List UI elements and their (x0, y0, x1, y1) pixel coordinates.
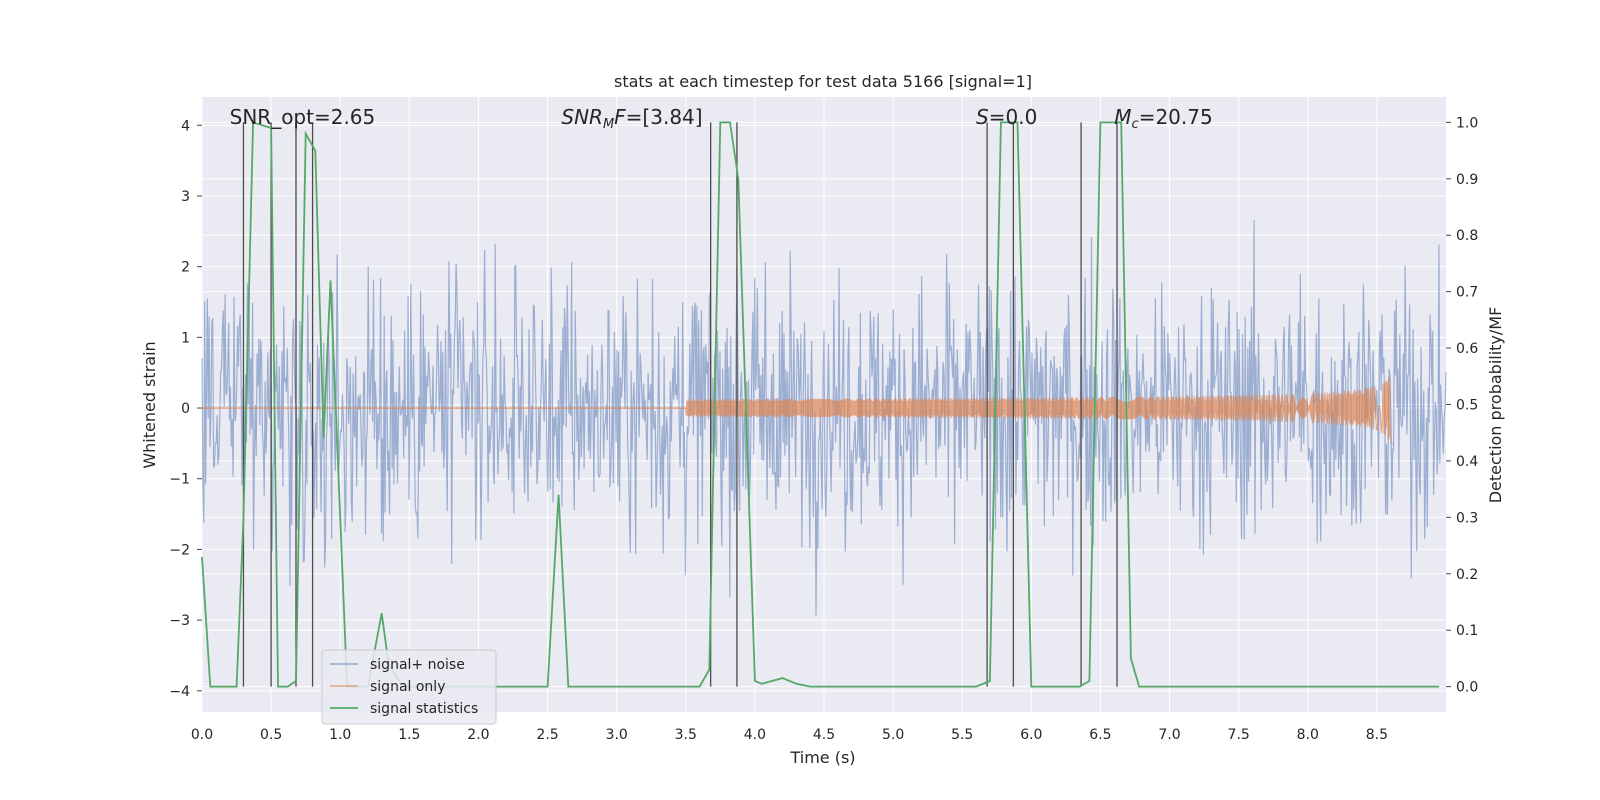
x-tick-label: 1.0 (329, 727, 351, 743)
x-tick-label: 1.5 (398, 727, 420, 743)
annotation-s: S=0.0 (976, 105, 1037, 129)
signal-only-series (202, 376, 1394, 444)
y-left-tick-label: −2 (169, 542, 190, 558)
y-axis-left-ticks: −4 −3 −2 −1 0 1 2 3 4 (169, 118, 202, 700)
annotation-snr-opt: SNR_opt=2.65 (230, 105, 376, 129)
x-tick-label: 7.0 (1158, 727, 1180, 743)
x-tick-label: 2.5 (536, 727, 558, 743)
x-tick-label: 7.5 (1228, 727, 1250, 743)
y-right-tick-label: 0.4 (1456, 454, 1478, 470)
y-left-tick-label: 2 (181, 260, 190, 276)
y-right-tick-label: 0.1 (1456, 623, 1478, 639)
x-tick-label: 4.5 (813, 727, 835, 743)
x-axis-label: Time (s) (789, 748, 855, 767)
y-right-tick-label: 1.0 (1456, 115, 1478, 131)
x-tick-label: 5.5 (951, 727, 973, 743)
signal-statistics-line (201, 121, 1440, 688)
x-tick-label: 8.0 (1297, 727, 1319, 743)
x-tick-label: 3.5 (675, 727, 697, 743)
signal-only-line (685, 376, 1394, 444)
y-right-tick-label: 0.9 (1456, 172, 1478, 188)
y-axis-right-ticks: 0.0 0.1 0.2 0.3 0.4 0.5 0.6 0.7 0.8 0.9 1.0 (1446, 115, 1478, 696)
vertical-markers (242, 122, 1118, 687)
legend-label-signal-only: signal only (370, 679, 445, 695)
x-tick-label: 8.5 (1366, 727, 1388, 743)
signal-noise-line (201, 220, 1447, 616)
y-left-tick-label: 4 (181, 118, 190, 134)
y-left-tick-label: −1 (169, 472, 190, 488)
x-tick-label: 2.0 (467, 727, 489, 743)
annotations: SNR_opt=2.65 SNRMF=[3.84] S=0.0 Mc=20.75 (230, 105, 1213, 132)
x-tick-label: 4.0 (744, 727, 766, 743)
y-left-tick-label: 0 (181, 401, 190, 417)
y-axis-right-label: Detection probability/MF (1486, 307, 1505, 504)
x-tick-label: 5.0 (882, 727, 904, 743)
signal-noise-series (201, 220, 1447, 616)
x-axis-ticks: 0.0 0.5 1.0 1.5 2.0 2.5 3.0 3.5 4.0 4.5 5.0 5.5 6.0 6… (191, 727, 1388, 743)
y-right-tick-label: 0.6 (1456, 341, 1478, 357)
y-right-tick-label: 0.7 (1456, 285, 1478, 301)
x-tick-label: 0.5 (260, 727, 282, 743)
y-right-tick-label: 0.3 (1456, 510, 1478, 526)
chart-title: stats at each timestep for test data 516… (614, 72, 1032, 91)
y-left-tick-label: −3 (169, 613, 190, 629)
signal-statistics-series (201, 121, 1440, 688)
x-tick-label: 6.0 (1020, 727, 1042, 743)
x-tick-label: 3.0 (606, 727, 628, 743)
legend-label-signal-statistics: signal statistics (370, 701, 478, 717)
y-right-tick-label: 0.5 (1456, 398, 1478, 414)
y-left-tick-label: −4 (169, 684, 190, 700)
legend-label-signal-noise: signal+ noise (370, 657, 465, 673)
x-tick-label: 0.0 (191, 727, 213, 743)
y-left-tick-label: 3 (181, 189, 190, 205)
y-axis-left-label: Whitened strain (140, 341, 159, 468)
legend-box (321, 649, 497, 725)
x-tick-label: 6.5 (1089, 727, 1111, 743)
y-right-tick-label: 0.0 (1456, 680, 1478, 696)
legend: signal+ noise signal only signal statist… (321, 649, 497, 725)
annotation-mc: Mc=20.75 (1114, 105, 1212, 132)
y-right-tick-label: 0.2 (1456, 567, 1478, 583)
annotation-snr-mf: SNRMF=[3.84] (561, 105, 702, 132)
y-left-tick-label: 1 (181, 330, 190, 346)
y-right-tick-label: 0.8 (1456, 228, 1478, 244)
